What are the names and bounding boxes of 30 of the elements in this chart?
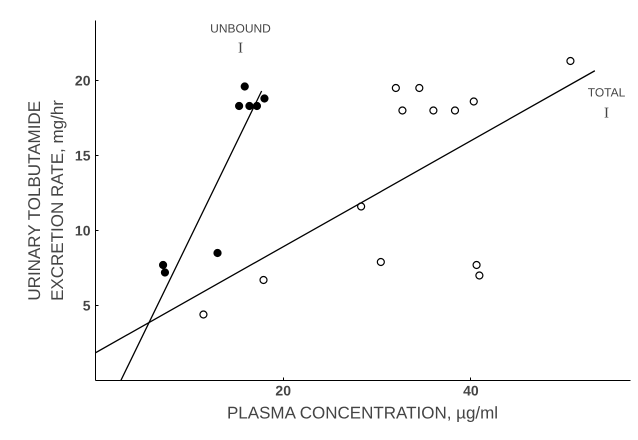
point [260,94,269,103]
y-axis-title: URINARY TOLBUTAMIDE EXCRETION RATE, mg/hr [25,100,67,301]
point [392,84,400,92]
x-axis-title: PLASMA CONCENTRATION, µg/ml [226,404,498,422]
point [160,268,170,277]
point [566,56,575,66]
point [240,82,249,91]
y-tick-label: 5 [82,298,91,314]
y-tick-label: 15 [74,148,91,164]
point [213,248,222,258]
point [475,271,484,280]
point [472,260,481,270]
point [199,310,208,319]
point [245,102,254,110]
annotation: I [238,40,243,56]
point [450,106,460,115]
x-tick-label: 40 [463,382,479,398]
annotation: UNBOUND [210,22,272,36]
point [415,84,424,92]
annotation: I [604,106,609,122]
point [376,258,385,266]
point [470,97,478,106]
point [398,106,407,115]
annotation: TOTAL [588,86,626,100]
point [235,102,244,110]
y-tick-label: 10 [74,222,91,238]
point [429,106,438,115]
point [259,276,268,284]
y-tick-label: 20 [74,72,91,88]
point [158,260,168,270]
